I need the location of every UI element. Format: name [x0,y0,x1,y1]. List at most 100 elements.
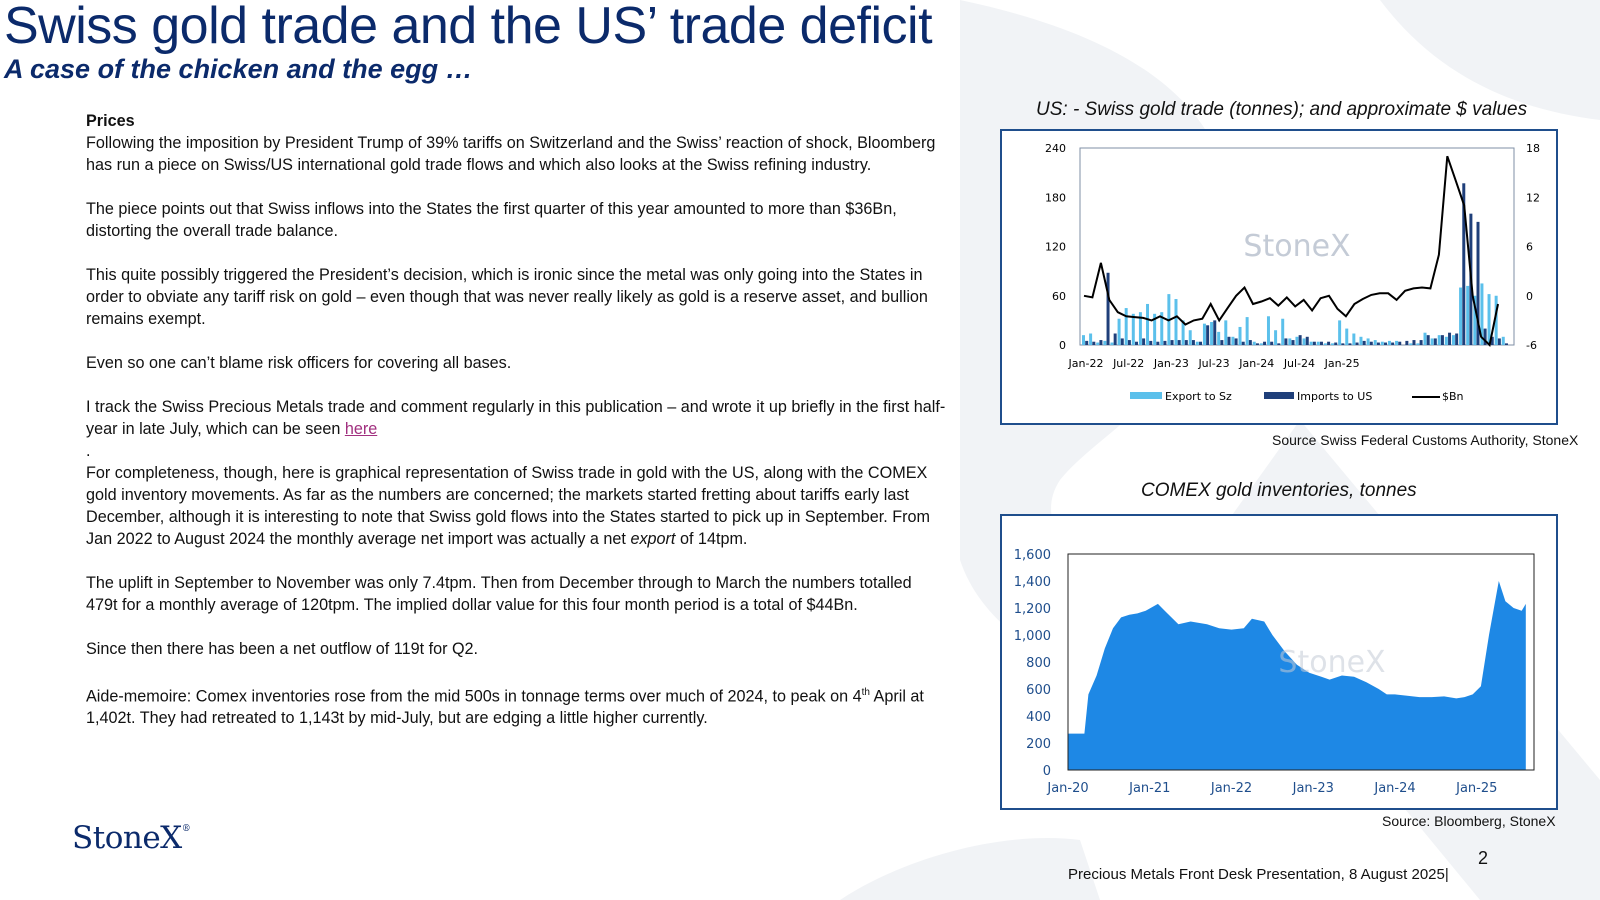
chart1-bar-import [1234,338,1238,345]
chart1-bar-export [1238,326,1242,345]
chart1-yright-tick: 0 [1526,290,1533,303]
chart2-y-tick: 1,200 [1014,602,1051,617]
chart1-legend-line: $Bn [1442,390,1464,403]
chart1-bar-import [1113,333,1117,345]
chart2-y-tick: 1,000 [1014,629,1051,644]
chart1-bar-import [1376,342,1380,345]
chart1-bar-export [1188,330,1192,345]
chart1-bar-import [1277,343,1281,345]
chart1-bar-export [1231,336,1235,345]
chart2-x-tick: Jan-22 [1210,781,1252,796]
chart1-source: Source Swiss Federal Customs Authority, … [1272,432,1579,448]
chart1-title: US: - Swiss gold trade (tonnes); and app… [1036,99,1528,120]
chart2-x-tick: Jan-20 [1046,781,1088,796]
chart1-bar-import [1398,341,1402,345]
chart1-bar-import [1504,343,1508,345]
chart1-bar-import [1369,341,1373,345]
chart1-bar-import [1199,341,1203,345]
chart1-bar-export [1153,313,1157,345]
stonex-logo: StoneX® [72,820,191,856]
chart1-bar-export [1459,287,1463,345]
chart1-bar-import [1433,338,1437,345]
chart1-bar-export [1146,303,1150,345]
chart1-bar-export [1338,320,1342,345]
chart1-bar-import [1270,341,1274,345]
chart1-bar-import [1206,325,1210,345]
paragraph-7: The uplift in September to November was … [86,574,912,614]
chart1-yleft-tick: 180 [1045,191,1066,204]
paragraph-9-text-a: Aide-memoire: Comex inventories rose fro… [86,687,862,706]
chart1-bar-import [1348,343,1352,345]
chart1-bar-import [1263,341,1267,345]
chart1-bar-export [1295,336,1299,345]
chart1-bar-export [1352,333,1356,345]
paragraph-6-emphasis: export [630,530,676,548]
chart1-bar-import [1213,320,1217,345]
chart1-bar-import [1106,272,1110,345]
chart1-bar-import [1462,183,1466,345]
chart1-bar-export [1252,341,1256,345]
chart1-bar-export [1409,343,1413,345]
chart1-x-tick: Jan-24 [1238,357,1274,370]
chart1-bar-export [1302,338,1306,345]
chart2-y-tick: 800 [1026,656,1051,671]
chart1-x-tick: Jan-25 [1324,357,1360,370]
chart2-x-tick: Jan-23 [1292,781,1334,796]
chart1-x-tick: Jan-23 [1153,357,1189,370]
chart2-y-tick: 0 [1043,764,1051,779]
chart1-yright-tick: 6 [1526,241,1533,254]
chart1-bar-export [1444,336,1448,345]
chart1-bar-export [1082,335,1085,345]
paragraph-8: Since then there has been a net outflow … [86,640,479,658]
chart1-bar-import [1284,338,1288,345]
chart1-bar-export [1195,341,1199,345]
chart1-x-tick: Jul-23 [1197,357,1229,370]
chart1-x-tick: Jul-22 [1112,357,1144,370]
chart1-yleft-tick: 0 [1059,339,1066,352]
chart1-bar-export [1473,295,1477,345]
chart1-bar-import [1085,340,1089,345]
chart1-bar-import [1426,335,1430,345]
chart1-bar-import [1412,340,1416,345]
chart1-bar-import [1483,328,1487,345]
chart1-yleft-tick: 60 [1052,290,1066,303]
here-link[interactable]: here [344,420,378,438]
chart1-bar-export [1316,341,1320,345]
paragraph-1: Following the imposition by President Tr… [86,134,936,174]
chart1-bar-export [1224,320,1228,345]
chart1-bar-export [1259,343,1263,345]
chart1-bar-export [1430,338,1434,345]
paragraph-2: The piece points out that Swiss inflows … [86,200,897,240]
chart1-bar-export [1089,333,1093,345]
section-heading: Prices [86,112,135,130]
chart1-bar-import [1362,340,1366,345]
chart1-yright-tick: 18 [1526,142,1540,155]
chart1-bar-export [1437,335,1441,345]
chart1-svg: StoneX 0 60 120 180 240 -6 0 6 12 18 Jan-22 Jul-22 Ja… [1045,142,1540,403]
chart1-bar-export [1103,340,1107,345]
chart1-bar-export [1110,342,1114,345]
chart1-bar-import [1120,338,1124,345]
chart2-y-tick: 200 [1026,737,1051,752]
chart1-bar-export [1480,283,1484,345]
paragraph-9-sup: th [861,687,870,698]
paragraph-6-text-b: of 14tpm. [679,530,748,548]
chart1-legend-swatch-export [1130,392,1162,399]
chart1-bar-export [1274,330,1278,345]
chart1-bar-import [1497,338,1501,345]
chart1-bar-import [1298,335,1302,345]
chart1-bar-import [1092,341,1096,345]
chart1-yleft-tick: 240 [1045,142,1066,155]
chart2-y-tick: 1,400 [1014,575,1051,590]
chart1-bar-export [1202,323,1206,345]
page-number: 2 [1478,848,1489,868]
paragraph-6: For completeness, though, here is graphi… [86,462,946,550]
chart1-bar-import [1142,338,1146,345]
chart1-bar-import [1391,342,1395,345]
chart1-bar-export [1487,294,1491,345]
chart1-frame: StoneX 0 60 120 180 240 -6 0 6 12 18 Jan-22 Jul-22 Ja… [1000,129,1558,425]
chart1-bar-export [1323,343,1327,345]
footer-text: Precious Metals Front Desk Presentation,… [1068,866,1449,883]
chart1-bar-import [1170,340,1174,345]
chart1-bar-import [1319,341,1323,345]
